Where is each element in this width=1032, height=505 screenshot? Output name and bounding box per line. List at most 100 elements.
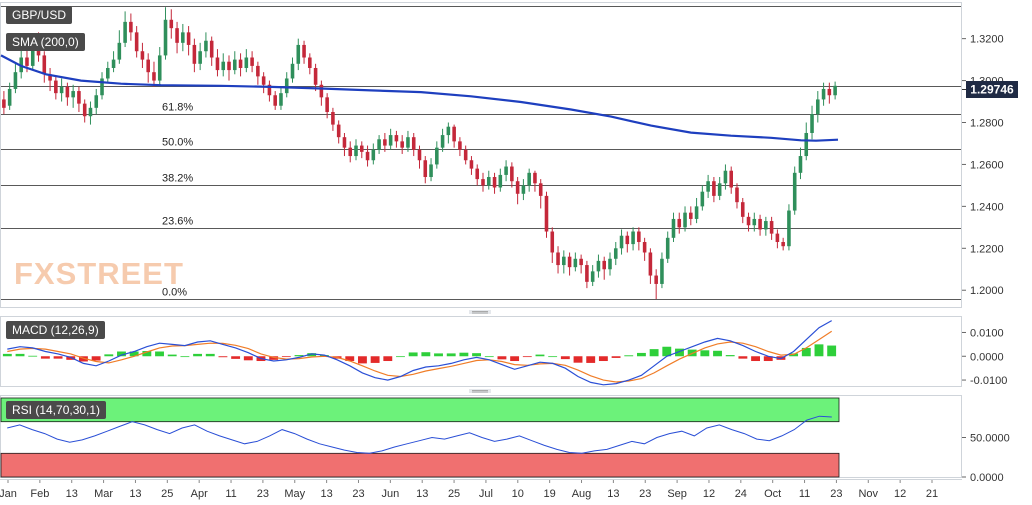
macd-bar-12 (155, 351, 164, 357)
time-tick-label-2: 13 (66, 488, 78, 500)
candle-body-7 (42, 55, 47, 75)
fib-label-4: 61.8% (162, 102, 193, 114)
candle-body-26 (152, 72, 156, 81)
sma-indicator-tag[interactable]: SMA (200,0) (6, 33, 85, 51)
macd-bar-19 (243, 356, 253, 361)
time-tick-label-7: 11 (225, 488, 236, 500)
candle-body-19 (111, 59, 116, 68)
candle-body-37 (215, 57, 220, 71)
candle-body-76 (440, 135, 445, 148)
time-tick-label-25: 11 (799, 488, 810, 500)
candle-body-109 (631, 231, 635, 245)
candle-body-45 (261, 76, 266, 85)
candle-body-54 (313, 67, 318, 85)
time-tick-label-0: Jan (0, 488, 17, 500)
candle-body-49 (284, 78, 289, 94)
candle-body-34 (198, 51, 202, 64)
candle-body-112 (648, 252, 653, 276)
macd-bar-32 (408, 352, 418, 357)
candle-body-116 (671, 218, 676, 238)
candle-body-107 (619, 235, 624, 249)
price-tick-label-4: 1.2400 (970, 201, 1004, 213)
fibonacci-levels: 0.0% 23.6% 38.2% 50.0% 61.8% (1, 6, 961, 300)
macd-bar-57 (725, 355, 735, 357)
macd-tick-label-0: 0.0100 (970, 327, 1004, 339)
time-tick-label-6: Apr (191, 488, 208, 500)
macd-bar-17 (218, 356, 228, 358)
candle-body-62 (359, 145, 364, 152)
time-tick-label-29: 21 (926, 488, 938, 500)
candle-body-65 (377, 139, 381, 150)
candle-body-43 (250, 57, 254, 66)
time-tick-label-20: 23 (639, 488, 651, 500)
candle-body-137 (792, 172, 797, 211)
candle-body-75 (435, 147, 439, 165)
candle-body-83 (481, 179, 485, 186)
time-tick-label-5: 25 (161, 488, 173, 500)
pane-resize-handle[interactable] (469, 310, 491, 314)
macd-bar-10 (129, 351, 139, 357)
macd-signal-line (7, 330, 833, 383)
time-tick-label-10: 13 (320, 488, 332, 500)
symbol-tag[interactable]: GBP/USD (6, 6, 73, 24)
candle-body-56 (325, 97, 329, 113)
candle-body-139 (804, 132, 809, 157)
candle-body-16 (94, 95, 99, 108)
candle-body-111 (642, 242, 647, 253)
candle-body-129 (746, 216, 751, 226)
candle-body-20 (117, 42, 122, 60)
macd-bar-43 (548, 356, 558, 358)
candle-body-134 (775, 233, 780, 243)
macd-bar-9 (117, 351, 126, 357)
macd-bar-44 (560, 356, 570, 360)
candle-body-24 (140, 51, 145, 60)
candle-body-8 (48, 74, 52, 81)
candle-body-94 (544, 195, 549, 232)
pane-resize-handle-2[interactable] (469, 389, 491, 393)
candle-body-88 (510, 166, 514, 182)
candle-body-63 (365, 151, 370, 161)
macd-bar-56 (713, 350, 722, 357)
candle-body-114 (660, 258, 664, 284)
macd-indicator-tag[interactable]: MACD (12,26,9) (6, 321, 105, 339)
candle-body-122 (706, 181, 710, 192)
candle-body-103 (596, 260, 601, 272)
macd-bar-3 (40, 356, 50, 359)
time-tick-label-9: May (284, 488, 305, 500)
macd-bar-42 (535, 354, 545, 357)
candle-body-93 (538, 183, 543, 196)
macd-bar-15 (193, 353, 203, 357)
time-tick-label-27: Nov (858, 488, 878, 500)
macd-bar-7 (91, 356, 101, 361)
sma-200-line (0, 54, 839, 142)
macd-bar-28 (357, 356, 367, 364)
candle-body-87 (504, 166, 508, 175)
time-tick-label-17: 19 (544, 488, 556, 500)
time-tick-label-3: Mar (94, 488, 113, 500)
candle-body-38 (221, 61, 226, 71)
macd-bar-16 (205, 353, 215, 357)
macd-bar-6 (78, 356, 88, 362)
time-tick-label-8: 23 (257, 488, 269, 500)
macd-bar-63 (801, 347, 811, 357)
candle-body-31 (181, 32, 185, 43)
candle-body-50 (290, 63, 295, 79)
last-price-label: 1.29746 (970, 83, 1014, 97)
rsi-indicator-tag[interactable]: RSI (14,70,30,1) (6, 401, 107, 419)
macd-bar-49 (624, 355, 634, 357)
macd-bar-34 (434, 353, 443, 357)
macd-bar-31 (396, 356, 405, 358)
rsi-line (7, 415, 832, 454)
candle-body-10 (59, 86, 64, 94)
candle-body-80 (463, 149, 468, 161)
candle-body-135 (781, 242, 785, 247)
candle-body-47 (273, 95, 277, 106)
rsi-tick-label-0: 50.0000 (970, 433, 1010, 445)
macd-bar-11 (142, 351, 152, 357)
macd-tick-label-2: -0.0100 (970, 375, 1007, 387)
time-tick-label-24: Oct (764, 488, 781, 500)
macd-bar-13 (167, 354, 177, 357)
macd-bar-53 (675, 348, 684, 357)
candle-body-30 (175, 28, 179, 43)
